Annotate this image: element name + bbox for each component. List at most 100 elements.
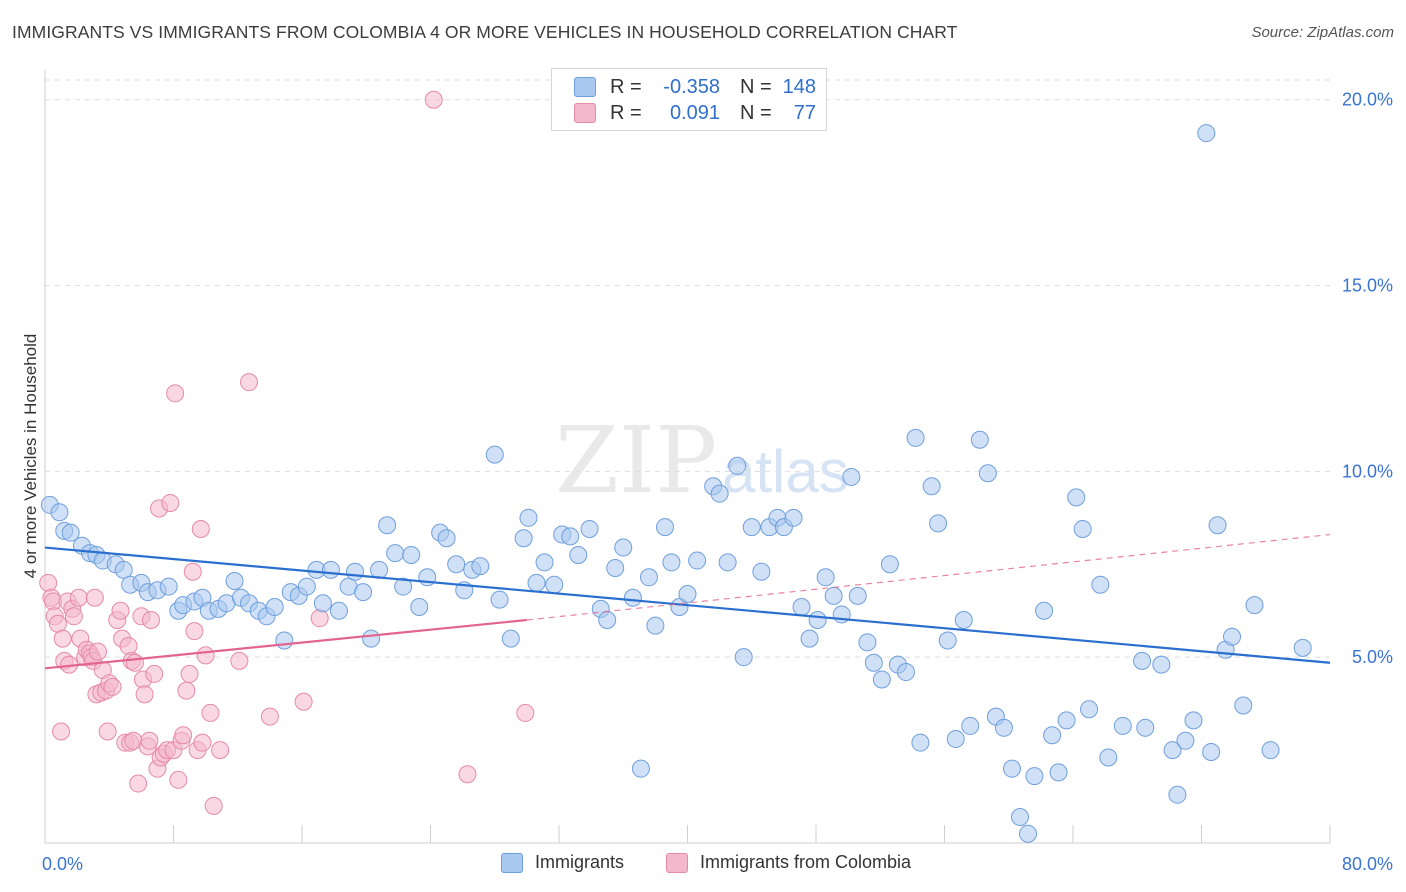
immigrants-point [631, 759, 650, 778]
immigrants-point [623, 588, 642, 607]
colombia-point [52, 722, 71, 741]
colombia-trend-line [44, 618, 527, 670]
colombia-point [103, 677, 122, 696]
colombia-point [516, 703, 535, 722]
chart-title: IMMIGRANTS VS IMMIGRANTS FROM COLOMBIA 4… [12, 22, 958, 42]
immigrants-point [1099, 748, 1118, 767]
immigrants-point [313, 594, 332, 613]
source-label: Source: ZipAtlas.com [1251, 24, 1394, 41]
colombia-point [191, 519, 210, 538]
immigrants-point [1245, 596, 1264, 615]
n-value: 77 [793, 101, 816, 124]
immigrants-point [1234, 696, 1253, 715]
immigrants-point [580, 519, 599, 538]
immigrants-point [994, 718, 1013, 737]
colombia-point [424, 90, 443, 109]
immigrants-point [978, 464, 997, 483]
immigrants-point [1293, 638, 1312, 657]
immigrants-point [784, 508, 803, 527]
colombia-point [119, 637, 138, 656]
immigrants-point [710, 484, 729, 503]
immigrants-point [792, 598, 811, 617]
immigrants-point [800, 629, 819, 648]
immigrants-point [688, 551, 707, 570]
colombia-trend-extension [526, 533, 1331, 621]
x-tick-label: 80.0% [1342, 854, 1393, 874]
immigrants-point [545, 575, 564, 594]
immigrants-point [639, 568, 658, 587]
immigrants-point [354, 583, 373, 602]
immigrants-point [1152, 655, 1171, 674]
immigrants-point [1067, 488, 1086, 507]
colombia-point [85, 588, 104, 607]
immigrants-point [370, 560, 389, 579]
immigrants-point [961, 716, 980, 735]
n-value: 148 [782, 75, 816, 98]
immigrants-point [734, 648, 753, 667]
colombia-point [135, 685, 154, 704]
immigrants-point [678, 585, 697, 604]
legend-item-colombia[interactable]: Immigrants from Colombia [666, 852, 911, 873]
immigrants-point [569, 545, 588, 564]
colombia-point [310, 609, 329, 628]
y-tick-label: 10.0% [1342, 461, 1393, 481]
immigrants-point [346, 562, 365, 581]
y-tick-label: 5.0% [1352, 647, 1393, 667]
colombia-point [260, 707, 279, 726]
colombia-point [180, 664, 199, 683]
immigrants-point [61, 523, 80, 542]
immigrants-point [938, 631, 957, 650]
immigrants-point [225, 571, 244, 590]
colombia-point [177, 681, 196, 700]
immigrants-point [1010, 807, 1029, 826]
immigrants-swatch [501, 852, 523, 873]
watermark-zip: ZIP [555, 407, 717, 514]
immigrants-point [114, 560, 133, 579]
immigrants-point [1261, 741, 1280, 760]
colombia-point [169, 770, 188, 789]
tick-labels: 5.0% 10.0% 15.0% 20.0% 0.0% 80.0% [42, 90, 1393, 874]
immigrants-point [1073, 519, 1092, 538]
immigrants-point [1091, 575, 1110, 594]
immigrants-point [929, 514, 948, 533]
immigrants-point [386, 544, 405, 563]
trend-lines [44, 533, 1331, 670]
immigrants-point [922, 477, 941, 496]
immigrants-point [646, 616, 665, 635]
colombia-point [140, 731, 159, 750]
colombia-point [196, 646, 215, 665]
immigrants-point [1002, 759, 1021, 778]
immigrants-point [1043, 726, 1062, 745]
immigrants-point [954, 611, 973, 630]
colombia-swatch [574, 103, 596, 123]
legend-row-colombia: R = 0.091 N = 77 [574, 100, 816, 126]
immigrants-point [402, 545, 421, 564]
immigrants-point [614, 538, 633, 557]
legend-row-immigrants: R = -0.358 N = 148 [574, 74, 816, 100]
immigrants-point [535, 553, 554, 572]
colombia-points [39, 90, 535, 815]
y-tick-label: 20.0% [1342, 90, 1393, 110]
immigrants-point [1136, 718, 1155, 737]
colombia-point [89, 642, 108, 661]
colombia-point [185, 622, 204, 641]
colombia-point [39, 573, 58, 592]
immigrants-point [410, 598, 429, 617]
immigrants-point [329, 601, 348, 620]
immigrants-point [1080, 700, 1099, 719]
immigrants-point [911, 733, 930, 752]
immigrants-point [471, 557, 490, 576]
immigrants-point [1057, 711, 1076, 730]
immigrants-point [1208, 516, 1227, 535]
immigrants-point [848, 586, 867, 605]
immigrants-point [718, 553, 737, 572]
immigrants-swatch [574, 77, 596, 97]
colombia-point [53, 629, 72, 648]
colombia-point [183, 562, 202, 581]
immigrants-point [824, 586, 843, 605]
immigrants-point [1168, 785, 1187, 804]
legend-item-immigrants[interactable]: Immigrants [501, 852, 624, 873]
r-value: -0.358 [663, 75, 720, 98]
immigrants-point [297, 577, 316, 596]
